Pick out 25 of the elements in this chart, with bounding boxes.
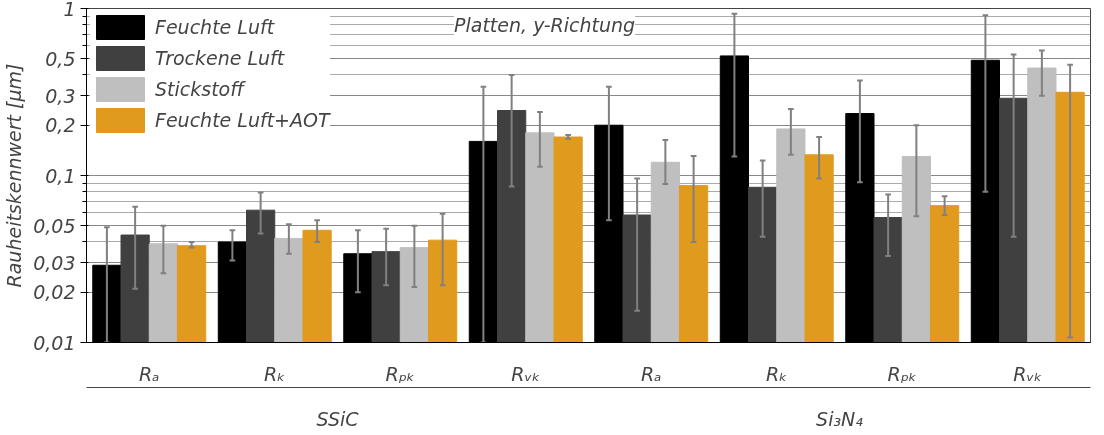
y-axis-title: Rauheitskennwert [µm] — [3, 63, 26, 288]
y-tick-label: 0,2 — [45, 114, 76, 137]
legend-label: Feuchte Luft+AOT — [155, 109, 330, 131]
x-tick-label: Rₚₖ — [887, 362, 917, 385]
y-tick-label: 0,02 — [33, 281, 76, 304]
annotation: Platten, y-Richtung — [454, 13, 636, 36]
x-tick-label: Rₐ — [640, 362, 662, 385]
x-tick-label: Rᵥₖ — [511, 362, 541, 385]
legend-label: Stickstoff — [155, 78, 244, 100]
y-tick-label: 0,01 — [33, 331, 76, 354]
x-tick-label: Rₚₖ — [385, 362, 415, 385]
y-tick-label: 0,3 — [45, 84, 76, 107]
x-tick-label: Rᵥₖ — [1013, 362, 1043, 385]
x-tick-label: Rₐ — [138, 362, 160, 385]
text: Si₃N₄ — [816, 407, 864, 430]
x-tick-label: Rₖ — [766, 362, 788, 385]
y-tick-label: 0,1 — [45, 164, 76, 187]
y-tick-label: 0,05 — [33, 214, 76, 237]
text: SSiC — [316, 407, 360, 430]
y-tick-label: 0,5 — [45, 47, 76, 70]
y-tick-label: 0,03 — [33, 251, 76, 274]
legend-label: Feuchte Luft — [155, 16, 275, 38]
y-tick-label: 1 — [63, 0, 76, 20]
legend-label: Trockene Luft — [155, 47, 285, 69]
x-tick-label: Rₖ — [264, 362, 286, 385]
